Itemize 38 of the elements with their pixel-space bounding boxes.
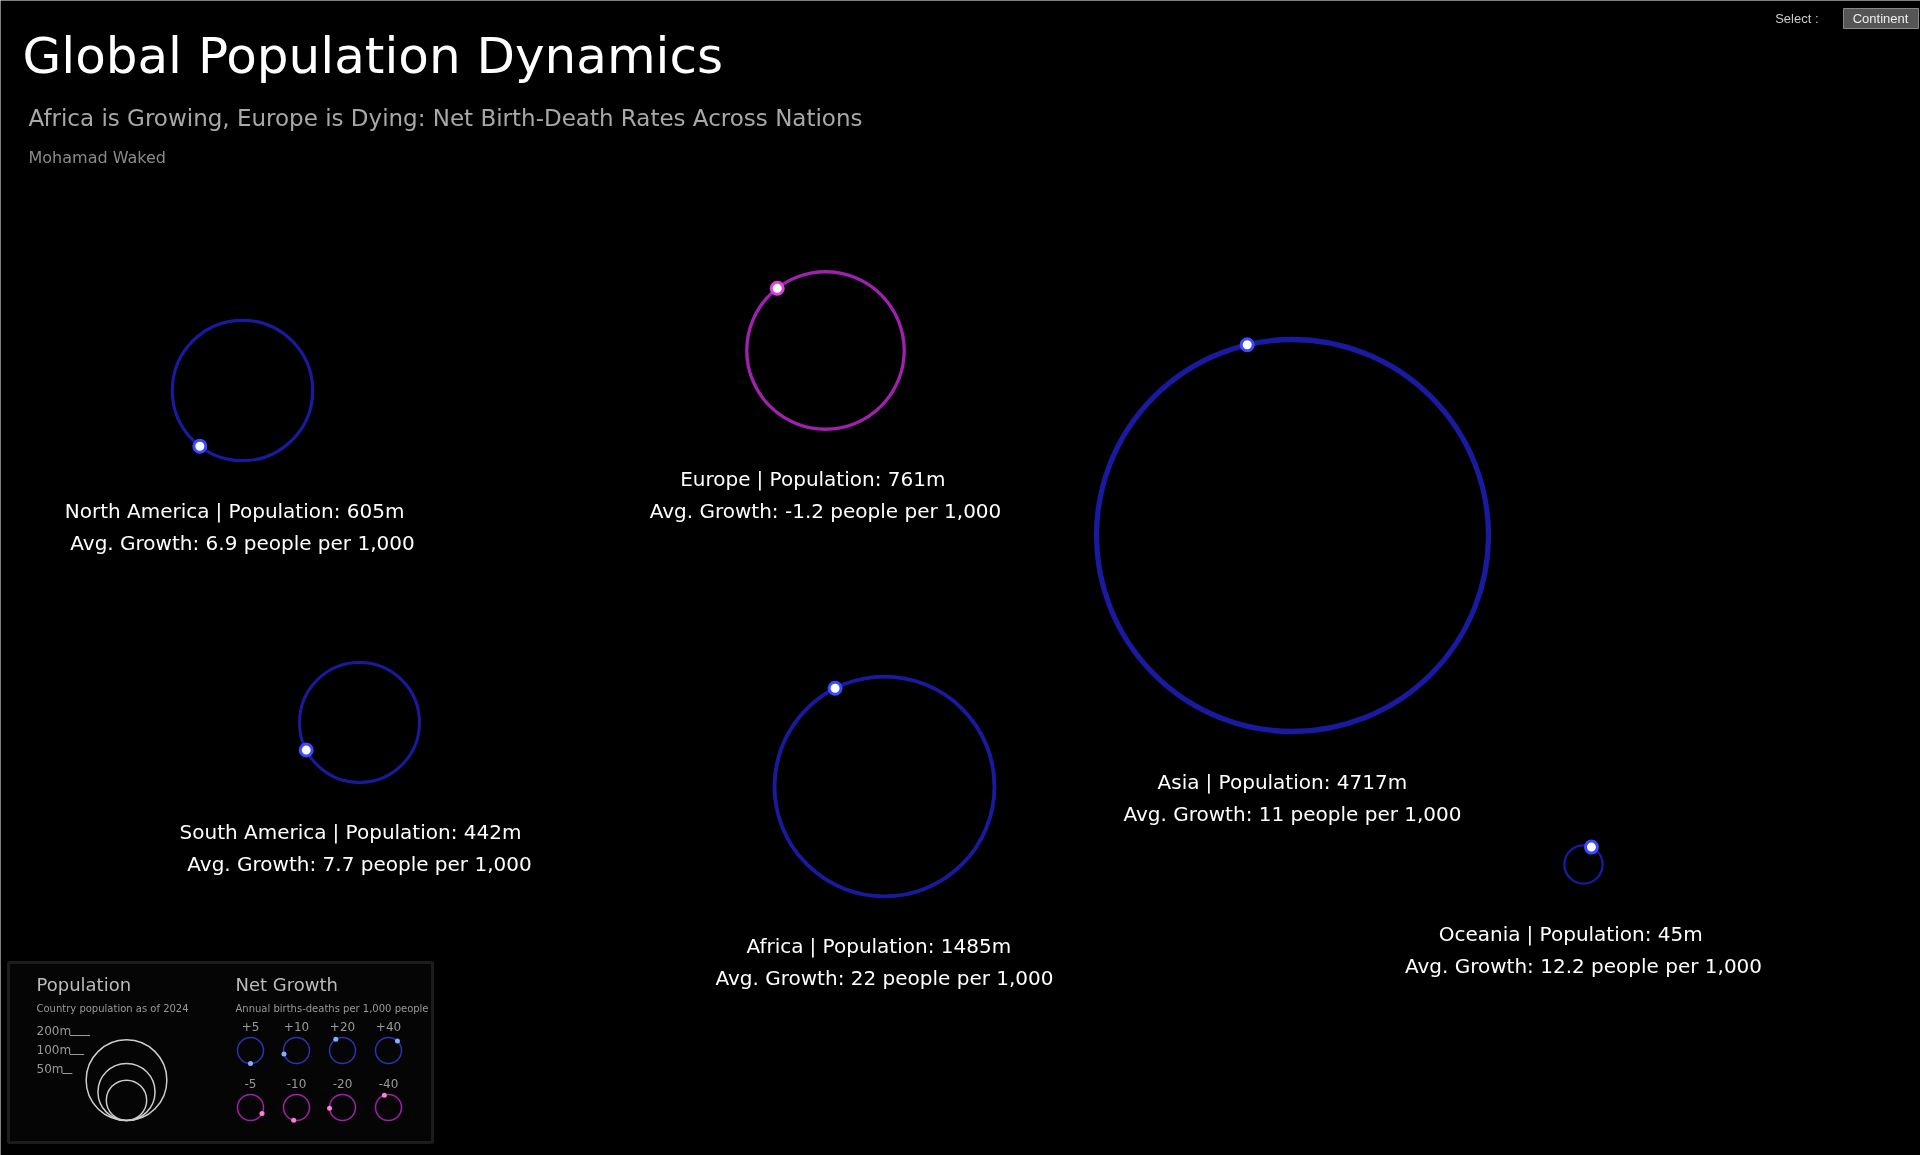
data-label: | Population: 605m — [215, 498, 405, 523]
data-label: | Population: 761m — [756, 467, 946, 492]
category-label: South America — [179, 820, 327, 845]
text: Africa is Growing, Europe is Dying: Net Birth-Death Rates Across Nations — [28, 104, 863, 131]
text: 200m — [36, 1023, 72, 1038]
text: Population — [36, 974, 132, 995]
data-label: Avg. Growth: -1.2 people per 1,000 — [649, 499, 1002, 524]
data-label: | Population: 45m — [1526, 921, 1703, 946]
category-label: Europe — [680, 467, 751, 492]
text: -5 — [244, 1077, 257, 1091]
text: -20 — [332, 1077, 353, 1091]
category-label: North America — [64, 498, 210, 523]
data-label: | Population: 442m — [332, 820, 522, 845]
text: 50m — [36, 1061, 64, 1076]
text: -40 — [378, 1077, 399, 1091]
text: +40 — [375, 1020, 402, 1034]
data-label: | Population: 1485m — [809, 934, 1012, 959]
text: Net Growth — [235, 974, 338, 995]
text: +5 — [241, 1020, 260, 1034]
data-label: Avg. Growth: 11 people per 1,000 — [1123, 801, 1462, 826]
text: Global Population Dynamics — [22, 26, 724, 85]
category-label: Asia — [1157, 769, 1200, 794]
text: Country population as of 2024 — [36, 1003, 189, 1014]
data-label: Avg. Growth: 22 people per 1,000 — [715, 966, 1054, 991]
data-label: Avg. Growth: 12.2 people per 1,000 — [1404, 953, 1763, 978]
data-label: | Population: 4717m — [1205, 769, 1408, 794]
text: +10 — [283, 1020, 310, 1034]
category-label: Africa — [746, 934, 804, 959]
text: Annual births-deaths per 1,000 people — [235, 1003, 429, 1014]
text: -10 — [286, 1077, 307, 1091]
data-label: Avg. Growth: 6.9 people per 1,000 — [70, 530, 415, 555]
text: Continent — [1852, 11, 1909, 26]
text: Select : — [1775, 11, 1819, 26]
data-label: Avg. Growth: 7.7 people per 1,000 — [187, 852, 532, 877]
text: 100m — [36, 1042, 72, 1057]
text: Mohamad Waked — [28, 148, 166, 167]
text: +20 — [329, 1020, 356, 1034]
category-label: Oceania — [1438, 921, 1521, 946]
